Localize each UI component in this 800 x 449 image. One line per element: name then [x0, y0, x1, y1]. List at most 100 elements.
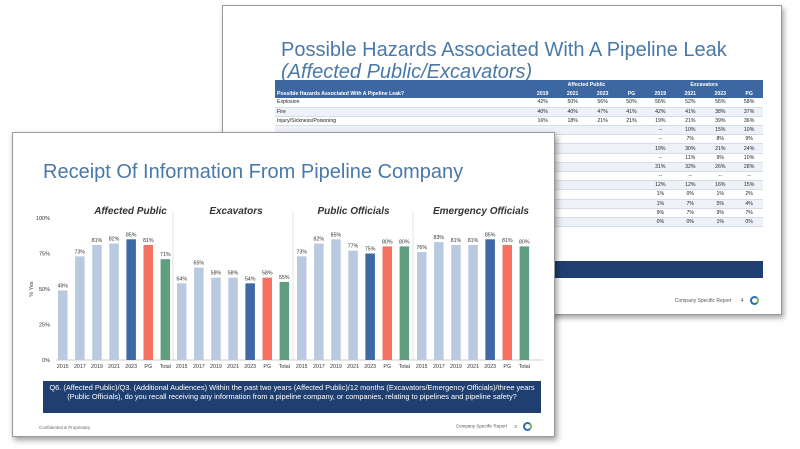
table-cell: 9% — [735, 134, 763, 145]
table-cell — [587, 153, 618, 163]
table-cell — [617, 143, 646, 154]
x-tick-label: 2015 — [416, 364, 428, 370]
table-cell: 2% — [735, 189, 763, 200]
bar — [434, 242, 444, 360]
table-cell: -- — [645, 134, 676, 145]
x-tick-label: 2021 — [467, 364, 479, 370]
bar-value-label: 76% — [416, 245, 427, 251]
table-cell — [587, 143, 618, 154]
back-footer-report: Company Specific Report — [674, 297, 732, 304]
x-tick-label: 2023 — [125, 364, 137, 370]
table-cell — [587, 208, 618, 218]
front-footer-report: Company Specific Report — [455, 423, 507, 429]
table-cell — [617, 171, 646, 182]
table-cell: 5% — [705, 199, 736, 209]
table-cell: 19% — [645, 116, 676, 127]
table-row: Injury/Sickness/Poisoning 16% 18% 21% 21% 19%… — [275, 116, 763, 127]
y-tick-label: 50% — [39, 287, 50, 293]
bar — [451, 244, 461, 360]
bar — [314, 243, 324, 360]
bar — [228, 277, 238, 360]
x-tick-label: Total — [160, 364, 171, 370]
table-cell: 1% — [645, 199, 676, 209]
bar — [365, 253, 375, 360]
bar-value-label: 81% — [502, 238, 513, 244]
bar — [331, 239, 341, 360]
bar — [348, 250, 358, 360]
x-tick-label: 2023 — [244, 364, 256, 370]
table-cell: 0% — [645, 217, 676, 228]
bar — [417, 252, 427, 360]
table-cell — [557, 134, 588, 145]
bar — [109, 243, 119, 360]
bar-value-label: 58% — [211, 271, 222, 277]
bar — [519, 246, 530, 360]
table-cell: 32% — [675, 162, 706, 173]
table-cell: 9% — [705, 208, 736, 218]
table-cell: 58% — [735, 98, 763, 108]
table-column-header: PG — [617, 89, 646, 98]
table-cell — [617, 134, 646, 145]
table-cell: -- — [705, 171, 736, 182]
table-row: Fire 40% 40% 47% 41% 42% 41% 38% 37% — [275, 107, 763, 117]
table-cell — [557, 199, 588, 209]
front-footer-left: Confidential & Proprietary — [39, 425, 91, 430]
bar-value-label: 83% — [434, 235, 445, 241]
x-tick-label: 2017 — [193, 364, 205, 370]
bar-value-label: 85% — [485, 232, 496, 238]
table-cell: 41% — [675, 107, 706, 117]
bar-value-label: 82% — [109, 237, 120, 243]
bar-value-label: 81% — [451, 238, 462, 244]
x-tick-label: 2015 — [57, 364, 69, 370]
x-tick-label: 2019 — [210, 364, 222, 370]
table-cell — [617, 153, 646, 163]
table-cell: 56% — [705, 98, 736, 108]
table-column-header: 2023 — [705, 89, 736, 98]
table-cell: 41% — [617, 107, 646, 117]
table-cell: 39% — [705, 116, 736, 127]
table-column-header: 2019 — [645, 89, 676, 98]
y-tick-label: 100% — [36, 216, 50, 222]
x-tick-label: 2019 — [91, 364, 103, 370]
table-cell: 1% — [645, 189, 676, 200]
table-row-label: Injury/Sickness/Poisoning — [275, 116, 528, 127]
table-cell: 7% — [675, 134, 706, 145]
table-row: Explosion 42% 50% 56% 50% 56% 52% 56% 58% — [275, 98, 763, 108]
table-cell — [587, 199, 618, 209]
bar — [126, 239, 136, 360]
front-slide[interactable]: Receipt Of Information From Pipeline Com… — [12, 132, 555, 437]
table-cell — [557, 143, 588, 154]
bar-value-label: 80% — [382, 239, 393, 245]
x-tick-label: 2015 — [296, 364, 308, 370]
bar-value-label: 85% — [126, 232, 137, 238]
table-cell — [557, 153, 588, 163]
table-cell: -- — [645, 153, 676, 163]
x-tick-label: PG — [144, 364, 152, 370]
table-cell: 52% — [675, 98, 706, 108]
company-logo-icon — [523, 422, 532, 431]
bar — [177, 283, 187, 360]
y-tick-label: 75% — [39, 252, 50, 258]
table-cell: 30% — [675, 143, 706, 154]
panel-title-public-officials: Public Officials — [317, 206, 390, 217]
group-header-affected-public: Affected Public — [527, 80, 646, 89]
table-column-header: 2021 — [675, 89, 706, 98]
bar-value-label: 71% — [160, 252, 171, 258]
bar-value-label: 54% — [245, 276, 256, 282]
bar — [297, 256, 307, 360]
bar — [262, 277, 272, 360]
table-cell: 10% — [675, 125, 706, 136]
table-cell: 11% — [675, 153, 706, 163]
table-cell: -- — [645, 171, 676, 182]
x-tick-label: PG — [383, 364, 391, 370]
table-cell — [557, 217, 588, 228]
bar — [92, 244, 102, 360]
table-cell: 21% — [617, 116, 646, 127]
x-tick-label: PG — [503, 364, 511, 370]
table-cell: 47% — [587, 107, 618, 117]
bar-value-label: 82% — [314, 237, 325, 243]
table-cell: 16% — [527, 116, 558, 127]
table-cell — [557, 125, 588, 136]
y-tick-label: 0% — [42, 358, 50, 364]
